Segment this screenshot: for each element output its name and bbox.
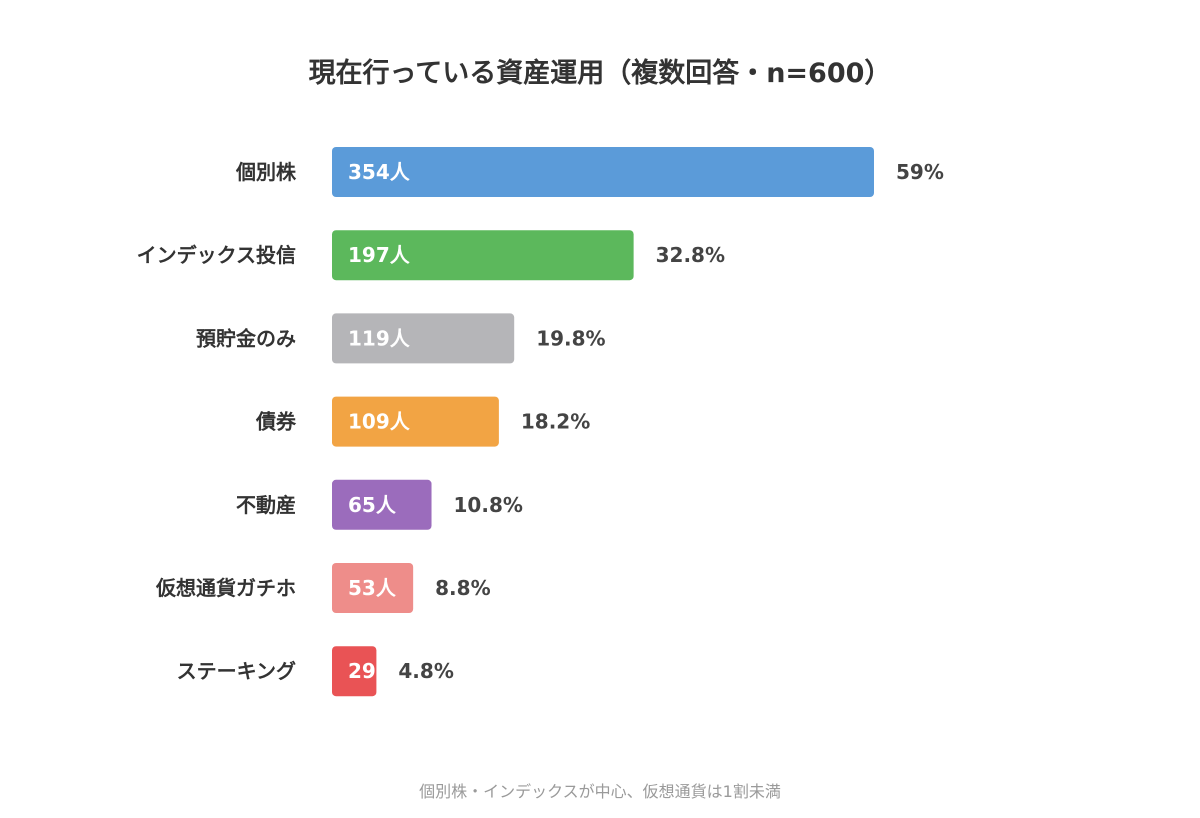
bar: [332, 147, 874, 197]
category-label: 仮想通貨ガチホ: [155, 576, 296, 600]
bar-value-label: 65人: [348, 493, 397, 517]
bar-value-label: 53人: [348, 576, 397, 600]
bar: [332, 396, 499, 447]
bar-percent-label: 19.8%: [536, 326, 605, 350]
category-label: ステーキング: [177, 659, 296, 683]
bar: [332, 563, 414, 613]
category-label: 個別株: [235, 160, 297, 184]
bar-value-label: 29: [348, 659, 376, 683]
bars-layer: 個別株 354人 59% インデックス投信 197人 32.8% 預貯金のみ 119人 19.8…: [137, 147, 944, 697]
bar-value-label: 197人: [348, 243, 411, 267]
bar-value-label: 354人: [348, 160, 411, 184]
bar-value-label: 109人: [348, 410, 411, 434]
bar: [332, 230, 634, 281]
category-label: 債券: [255, 410, 297, 434]
category-label: 預貯金のみ: [196, 326, 296, 350]
bar: [332, 313, 515, 364]
bar-value-label: 119人: [348, 326, 411, 350]
bar-percent-label: 10.8%: [454, 493, 523, 517]
bar-percent-label: 59%: [896, 160, 944, 184]
bar: [332, 646, 377, 697]
category-label: インデックス投信: [137, 243, 296, 267]
bar: [332, 479, 432, 530]
chart-footnote: 個別株・インデックスが中心、仮想通貨は1割未満: [419, 782, 781, 801]
bar-percent-label: 4.8%: [398, 659, 453, 683]
bar-percent-label: 32.8%: [656, 243, 725, 267]
bar-percent-label: 8.8%: [435, 576, 490, 600]
category-label: 不動産: [236, 493, 296, 517]
bar-percent-label: 18.2%: [521, 410, 590, 434]
chart-title: 現在行っている資産運用（複数回答・n=600）: [309, 57, 892, 89]
